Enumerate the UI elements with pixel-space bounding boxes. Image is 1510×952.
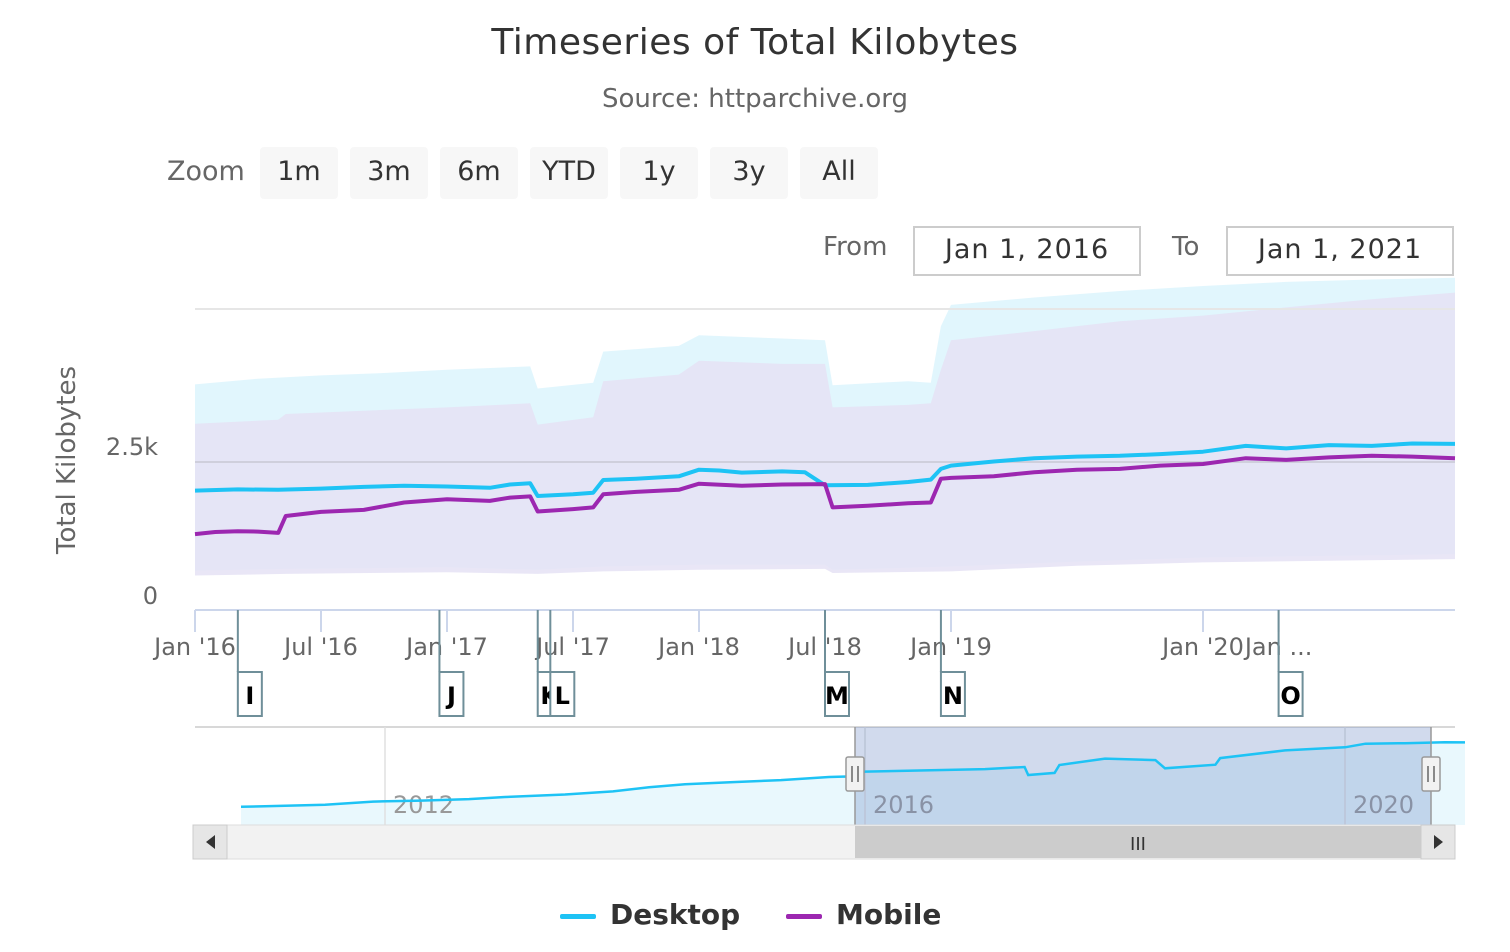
series-line-mobile[interactable] — [194, 453, 1456, 537]
range-to-input[interactable]: Jan 1, 2021 — [1226, 226, 1454, 276]
scrollbar-track[interactable] — [192, 824, 1456, 860]
zoom-1y-button[interactable]: 1y — [620, 147, 698, 199]
series-line-desktop[interactable] — [194, 441, 1456, 498]
y-tick-label: 0 — [143, 582, 158, 610]
legend-item-mobile[interactable]: Mobile — [786, 898, 941, 931]
legend-mobile-label: Mobile — [836, 898, 942, 931]
scrollbar-left-button[interactable] — [192, 824, 228, 860]
navigator-selection[interactable] — [855, 727, 1431, 825]
x-tick-label: Jan ... — [1243, 633, 1313, 661]
flag-label: M — [825, 682, 849, 710]
zoom-3y-button[interactable]: 3y — [710, 147, 788, 199]
chart-title: Timeseries of Total Kilobytes — [491, 22, 1019, 63]
scrollbar-grip-icon: III — [1130, 834, 1146, 855]
navigator-left-handle[interactable] — [845, 756, 865, 792]
desktop-swatch-icon — [560, 913, 596, 919]
legend-item-desktop[interactable]: Desktop — [560, 898, 740, 931]
zoom-ytd-button[interactable]: YTD — [530, 147, 608, 199]
scroll-left-icon — [206, 835, 215, 849]
x-tick-label: Jan '17 — [404, 633, 488, 661]
zoom-1m-button[interactable]: 1m — [260, 147, 338, 199]
flag-label: J — [445, 682, 456, 710]
navigator-label: 2020 — [1353, 791, 1414, 819]
flag-marker-n[interactable] — [939, 671, 966, 717]
x-tick-label: Jan '18 — [656, 633, 740, 661]
mobile-range-band — [195, 292, 1455, 576]
flag-marker-j[interactable] — [438, 671, 465, 717]
flag-marker-i[interactable] — [236, 671, 263, 717]
flag-label: O — [1280, 682, 1300, 710]
x-tick-label: Jul '16 — [282, 633, 358, 661]
scrollbar-thumb[interactable] — [855, 826, 1421, 858]
flag-marker-k[interactable] — [536, 671, 563, 717]
x-tick-label: Jul '17 — [534, 633, 610, 661]
desktop-range-band — [195, 277, 1455, 571]
navigator-label: 2016 — [873, 791, 934, 819]
x-tick-label: Jan '16 — [152, 633, 236, 661]
zoom-all-button[interactable]: All — [800, 147, 878, 199]
flag-marker-m[interactable] — [824, 671, 850, 717]
navigator-series-line — [240, 740, 1466, 809]
navigator-right-handle[interactable] — [1421, 756, 1441, 792]
flag-marker-o[interactable] — [1277, 671, 1304, 717]
navigator-area — [241, 742, 1465, 825]
y-tick-label: 2.5k — [106, 433, 158, 461]
y-axis-title: Total Kilobytes — [52, 366, 82, 555]
x-tick-label: Jan '20 — [1160, 633, 1244, 661]
zoom-label: Zoom — [167, 156, 245, 187]
scrollbar-right-button[interactable] — [1420, 824, 1456, 860]
x-tick-label: Jan '19 — [908, 633, 992, 661]
navigator-label: 2012 — [393, 791, 454, 819]
legend-desktop-label: Desktop — [610, 898, 741, 931]
zoom-3m-button[interactable]: 3m — [350, 147, 428, 199]
flag-label: N — [943, 682, 963, 710]
flag-label: K — [540, 682, 560, 710]
scroll-right-icon — [1434, 835, 1443, 849]
x-tick-label: Jul '18 — [786, 633, 862, 661]
mobile-swatch-icon — [786, 913, 822, 919]
range-to-label: To — [1172, 232, 1200, 262]
range-from-label: From — [823, 232, 888, 262]
flag-label: I — [245, 682, 254, 710]
range-from-input[interactable]: Jan 1, 2016 — [913, 226, 1141, 276]
zoom-6m-button[interactable]: 6m — [440, 147, 518, 199]
chart-subtitle: Source: httparchive.org — [601, 84, 909, 114]
flag-label: L — [555, 682, 570, 710]
flag-marker-l[interactable] — [549, 671, 576, 717]
